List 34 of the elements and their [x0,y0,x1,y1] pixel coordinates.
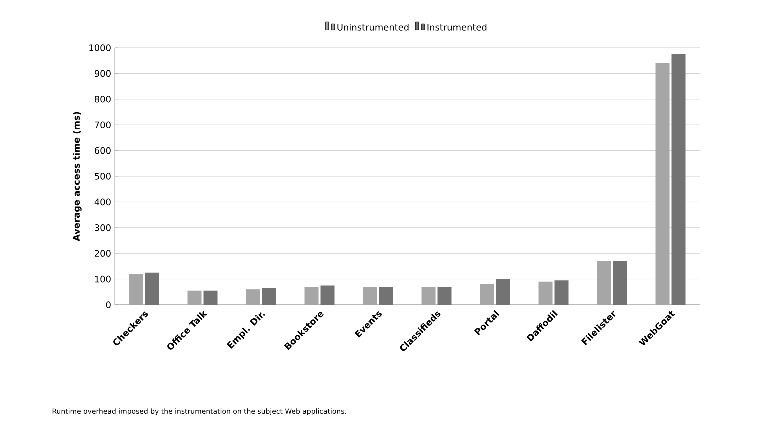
bar [613,261,628,305]
y-tick-label: 1000 [90,44,111,52]
bar [379,287,394,305]
y-tick-label: 500 [95,173,111,180]
bar [145,272,160,305]
legend-label: Uninstrumented [338,24,409,31]
bar [538,282,553,305]
bar [554,280,569,305]
y-tick-label: 100 [95,276,111,283]
y-tick-label: 300 [95,224,111,232]
bar [129,274,144,305]
y-tick-label: 200 [95,250,111,257]
y-tick-label: 600 [94,147,111,154]
bar [597,261,612,305]
bar [656,63,670,305]
bar [363,287,378,305]
bar [672,54,686,305]
legend-label: Instrumented [428,24,487,31]
y-tick-label: 700 [95,122,111,128]
y-axis-title: Average access time (ms) [73,112,82,242]
bar [496,279,510,305]
bar [262,288,276,305]
bar [480,284,494,305]
bar [204,290,218,305]
bar [304,287,319,305]
y-tick-label: 0 [106,302,111,308]
y-tick-label: 800 [94,96,111,103]
bar [246,290,260,305]
bar [188,290,202,305]
bar [320,286,335,305]
bar [422,287,436,305]
bar [438,287,452,305]
y-tick-label: 900 [94,70,111,78]
y-tick-label: 400 [94,198,111,206]
